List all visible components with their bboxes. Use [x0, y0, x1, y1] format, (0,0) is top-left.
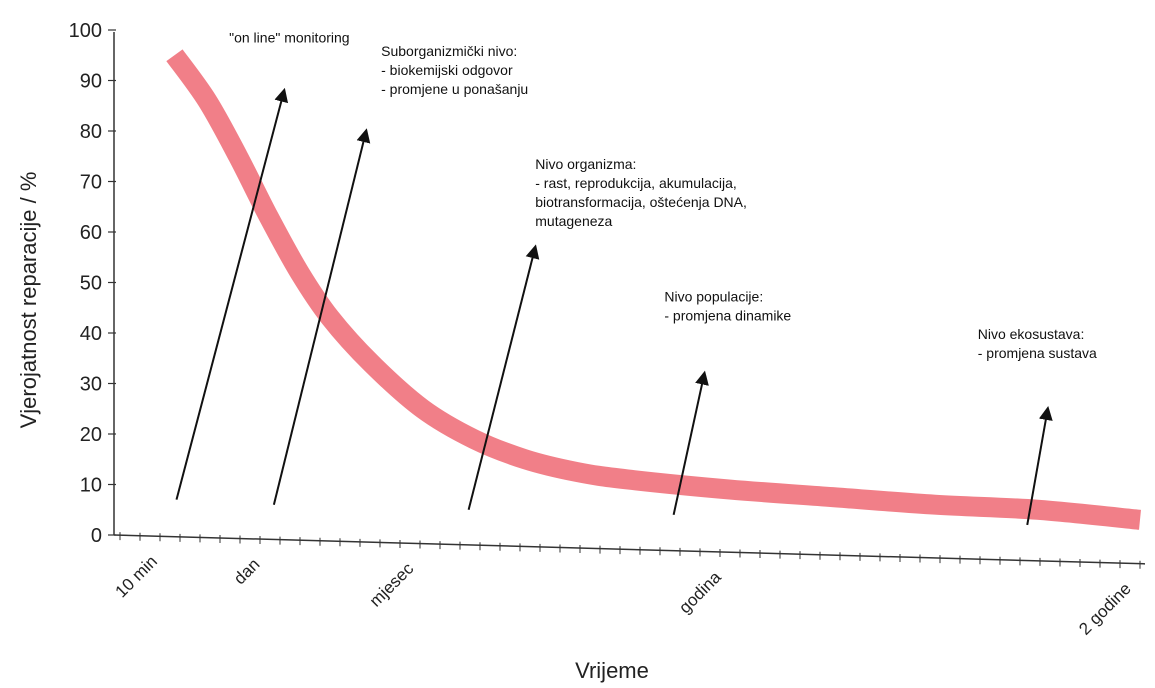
- annotation-arrow: [672, 370, 709, 516]
- annotation-text: biotransformacija, oštećenja DNA,: [535, 194, 747, 210]
- x-axis-line: [113, 534, 1146, 565]
- x-tick-label: mjesec: [366, 559, 418, 611]
- y-tick-label: 100: [69, 20, 102, 42]
- y-axis: 0 10 20 30 40 50 60 70 80 90 100: [69, 20, 116, 547]
- y-tick-label: 90: [80, 71, 102, 93]
- annotation-text: Suborganizmički nivo:: [381, 43, 517, 59]
- y-tick-label: 40: [80, 323, 102, 345]
- y-tick-label: 80: [80, 121, 102, 143]
- annotation-text: Nivo populacije:: [664, 288, 763, 304]
- series-layer: [166, 49, 1141, 530]
- x-tick-label: godina: [675, 567, 725, 617]
- y-tick-label: 0: [91, 525, 102, 547]
- annotation-text: Nivo organizma:: [535, 156, 636, 172]
- series-line: [166, 49, 1141, 530]
- x-tick-label: dan: [230, 555, 263, 588]
- y-tick-label: 20: [80, 424, 102, 446]
- x-axis-title: Vrijeme: [575, 658, 649, 683]
- annotation-text: - promjena sustava: [978, 345, 1097, 361]
- y-tick-label: 30: [80, 374, 102, 396]
- x-axis: 10 min dan mjesec godina 2 godine: [112, 532, 1146, 639]
- x-tick-label: 2 godine: [1075, 579, 1135, 639]
- annotation-text: "on line" monitoring: [229, 30, 349, 46]
- annotation-arrow: [175, 87, 289, 500]
- annotation-arrow: [272, 128, 371, 505]
- annotation-text: - rast, reprodukcija, akumulacija,: [535, 175, 737, 191]
- y-tick-label: 50: [80, 273, 102, 295]
- y-axis-title: Vjerojatnost reparacije / %: [16, 172, 41, 429]
- annotation-text: Nivo ekosustava:: [978, 326, 1085, 342]
- annotation-text: - promjena dinamike: [664, 307, 791, 323]
- annotation-arrow: [1026, 405, 1053, 526]
- annotation-text: mutageneza: [535, 213, 612, 229]
- y-tick-label: 70: [80, 172, 102, 194]
- annotation-text: - promjene u ponašanju: [381, 81, 528, 97]
- y-tick-label: 60: [80, 222, 102, 244]
- x-tick-label: 10 min: [112, 552, 162, 602]
- annotation-arrow: [467, 244, 540, 510]
- annotation-layer: "on line" monitoring Suborganizmički nivo…: [175, 30, 1097, 526]
- y-tick-label: 10: [80, 475, 102, 497]
- annotation-text: - biokemijski odgovor: [381, 62, 513, 78]
